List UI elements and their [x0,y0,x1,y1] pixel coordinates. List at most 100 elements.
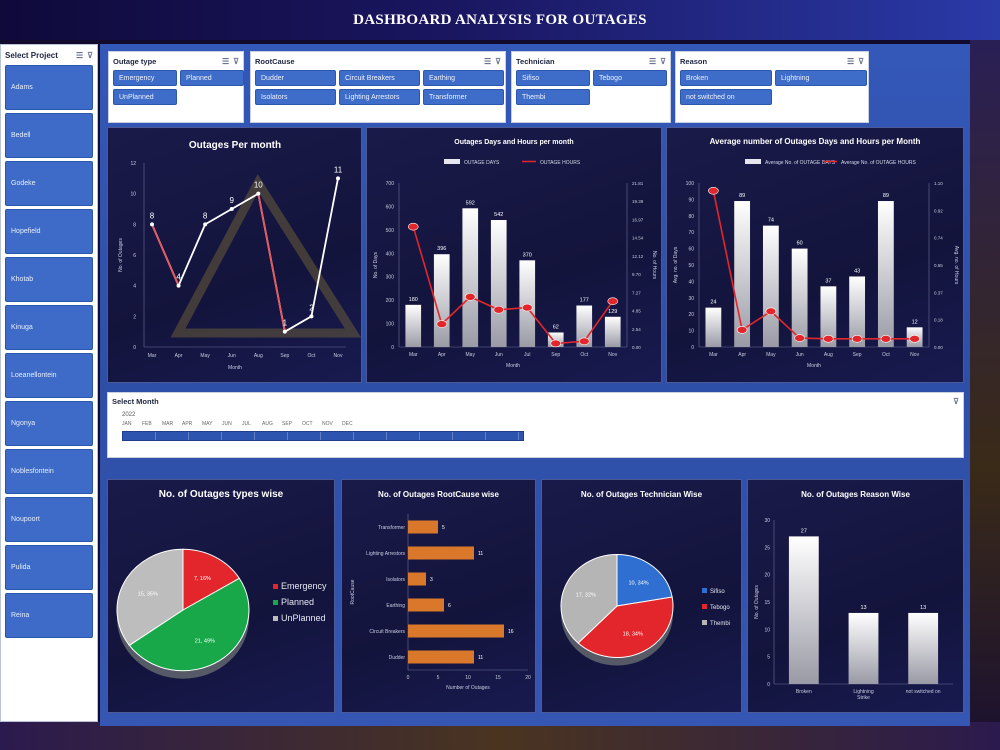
y-tick-label: 60 [688,247,694,253]
timeline-month-jun[interactable]: JUN [222,421,232,427]
x-tick-label: May [466,352,476,358]
filter-chip-planned[interactable]: Planned [180,70,244,86]
y-tick-label: Circuit Breakers [369,629,405,635]
x-tick-label: Mar [709,352,718,358]
data-point [336,176,340,181]
clear-filter-icon[interactable]: ⊽ [953,396,959,406]
month-slicer: Select Month ⊽ 2022 JAN FEB MAR APR MAY JUN JU… [107,392,964,458]
project-slicer: Select Project ☰ ⊽ Adams Bedell Godeke Hopef… [0,44,98,722]
timeline-month-feb[interactable]: FEB [142,421,152,427]
filter-chip-dudder[interactable]: Dudder [255,70,336,86]
y-tick-label: 300 [386,275,395,281]
y-tick-label: 200 [386,298,395,304]
multi-select-icon[interactable]: ☰ [846,56,855,66]
x-tick-label: Nov [334,353,343,359]
y2-axis-label: Avg. no. of Hours [953,246,959,285]
clear-filter-icon[interactable]: ⊽ [858,56,864,66]
x-tick-label: May [766,352,776,358]
project-item-bedell[interactable]: Bedell [5,113,93,158]
clear-filter-icon[interactable]: ⊽ [660,56,666,66]
legend-label: Thembi [710,621,730,627]
project-item-khotab[interactable]: Khotab [5,257,93,302]
filter-chip-lightning[interactable]: Lightning [775,70,867,86]
hours-point [880,335,892,343]
project-item-ngonya[interactable]: Ngonya [5,401,93,446]
bar-data-label: 396 [437,246,446,252]
clear-filter-icon[interactable]: ⊽ [233,56,239,66]
legend-swatch-days [745,159,761,164]
outage-type-slicer-label: Outage type [113,56,157,66]
pie-slice [128,577,250,672]
y-tick-label: 700 [386,181,395,187]
bar-data-label: 37 [825,278,831,284]
filter-chip-not-switched-on[interactable]: not switched on [680,89,772,105]
background-strip-right [970,40,1000,750]
multi-select-icon[interactable]: ☰ [648,56,657,66]
multi-select-icon[interactable]: ☰ [75,50,84,60]
x-tick-label: Broken [796,689,812,695]
timeline-month-apr[interactable]: APR [182,421,193,427]
series-line [151,178,339,334]
project-item-noupoort[interactable]: Noupoort [5,497,93,542]
filter-chip-lighting-arrestors[interactable]: Lighting Arrestors [339,89,420,105]
filter-chip-transformer[interactable]: Transformer [423,89,504,105]
timeline-month-sep[interactable]: SEP [282,421,293,427]
filter-chip-broken[interactable]: Broken [680,70,772,86]
filter-chip-sifiso[interactable]: Sifiso [516,70,590,86]
y2-tick-label: 0.37 [934,290,943,295]
filter-chip-circuit-breakers[interactable]: Circuit Breakers [339,70,420,86]
timeline-months: JAN FEB MAR APR MAY JUN JUL AUG SEP OCT NOV DEC [122,421,362,427]
multi-select-icon[interactable]: ☰ [221,56,230,66]
timeline-month-oct[interactable]: OCT [302,421,313,427]
timeline-month-may[interactable]: MAY [202,421,213,427]
filter-chip-emergency[interactable]: Emergency [113,70,177,86]
bar-data-label: 24 [710,300,716,306]
filter-chip-tebogo[interactable]: Tebogo [593,70,667,86]
filter-chip-earthing[interactable]: Earthing [423,70,504,86]
project-item-hopefield[interactable]: Hopefield [5,209,93,254]
data-label: 4 [176,273,181,282]
y2-tick-label: 0.00 [934,345,943,350]
project-item-noblesfontein[interactable]: Noblesfontein [5,449,93,494]
y-tick-label: 500 [386,228,395,234]
project-item-reina[interactable]: Reina [5,593,93,638]
dashboard-title: DASHBOARD ANALYSIS FOR OUTAGES [353,11,647,28]
y-tick-label: 40 [688,279,694,285]
timeline-month-dec[interactable]: DEC [342,421,353,427]
outages-types-panel: No. of Outages types wise 7, 16% 21, 49% 15… [107,479,335,713]
multi-select-icon[interactable]: ☰ [483,56,492,66]
bar [408,546,474,560]
project-item-godeke[interactable]: Godeke [5,161,93,206]
bar [877,201,894,347]
timeline-selection-bar[interactable] [122,431,524,441]
x-tick-label: Oct [580,352,588,358]
timeline-month-jan[interactable]: JAN [122,421,132,427]
filter-chip-isolators[interactable]: Isolators [255,89,336,105]
project-item-kinuga[interactable]: Kinuga [5,305,93,350]
bar-data-label: 3 [430,577,433,583]
project-item-pulida[interactable]: Pulida [5,545,93,590]
pie-slice [182,548,241,611]
project-item-loeanellontein[interactable]: Loeanellontein [5,353,93,398]
clear-filter-icon[interactable]: ⊽ [87,50,93,60]
timeline-month-mar[interactable]: MAR [162,421,174,427]
x-tick-label: Mar [409,352,418,358]
chart-title: Outages Per month [189,140,281,151]
pie-data-label: 15, 35% [138,591,158,597]
bar-data-label: 180 [409,297,418,303]
clear-filter-icon[interactable]: ⊽ [495,56,501,66]
y-tick-label: 0 [391,345,394,351]
timeline-month-jul[interactable]: JUL [242,421,251,427]
data-label: 8 [203,211,208,220]
timeline-month-aug[interactable]: AUG [262,421,273,427]
chart-title: No. of Outages Technician Wise [581,490,703,499]
hours-point [765,307,777,316]
bar [408,624,504,638]
timeline-month-nov[interactable]: NOV [322,421,333,427]
x-tick-label: Apr [738,352,746,358]
y-tick-label: 8 [133,222,136,228]
y-axis-label: No. of Outages [754,585,760,619]
filter-chip-thembi[interactable]: Thembi [516,89,590,105]
filter-chip-unplanned[interactable]: UnPlanned [113,89,177,105]
project-item-adams[interactable]: Adams [5,65,93,110]
